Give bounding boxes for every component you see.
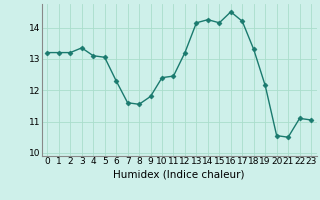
X-axis label: Humidex (Indice chaleur): Humidex (Indice chaleur) [114, 169, 245, 179]
